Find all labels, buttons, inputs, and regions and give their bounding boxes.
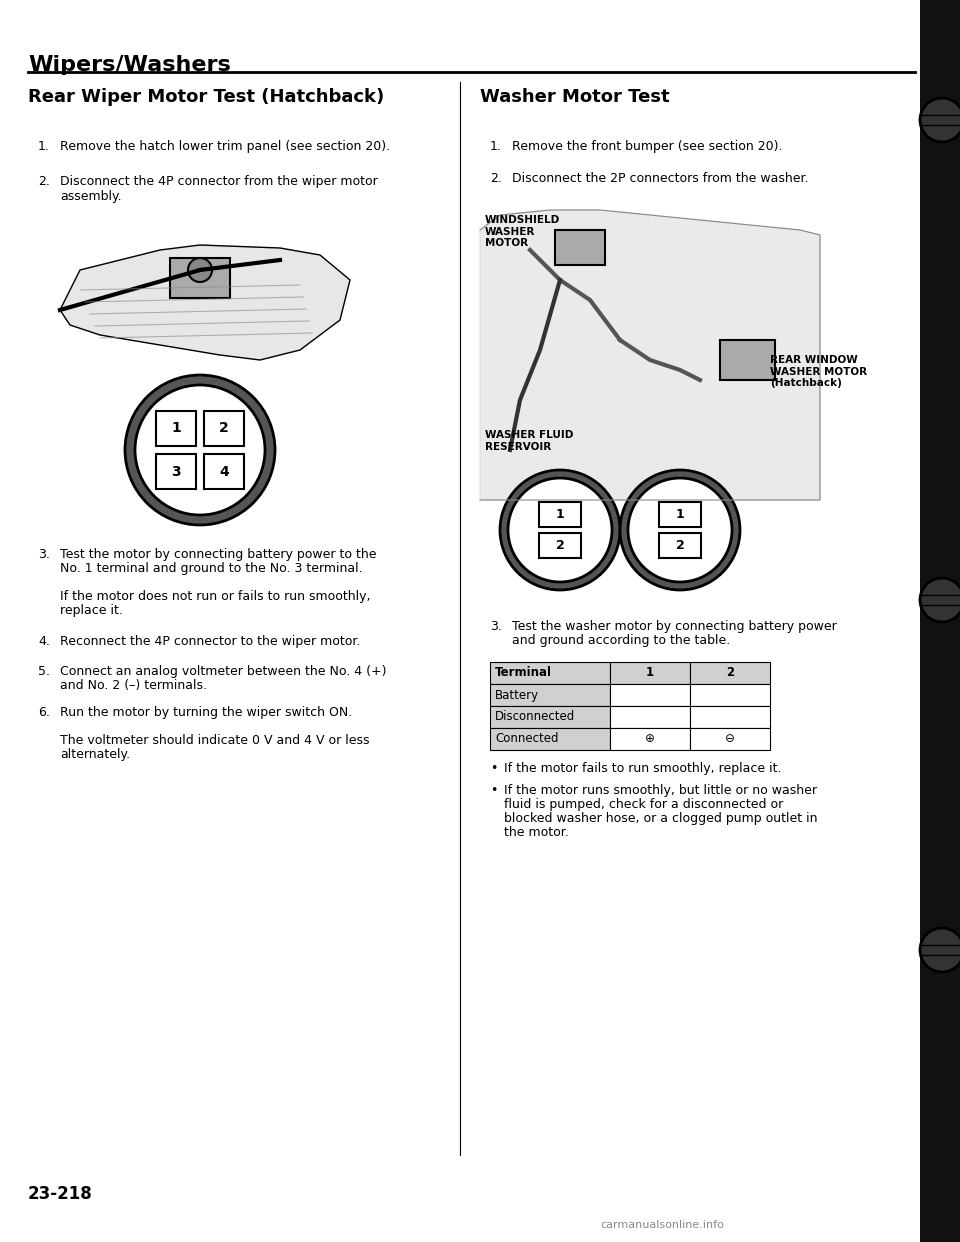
Text: Test the washer motor by connecting battery power: Test the washer motor by connecting batt… <box>512 620 837 633</box>
Text: 2: 2 <box>676 539 684 551</box>
Bar <box>539 502 581 527</box>
Bar <box>156 455 196 489</box>
Circle shape <box>188 258 212 282</box>
Text: 1.: 1. <box>38 140 50 153</box>
Bar <box>204 455 244 489</box>
Circle shape <box>500 469 620 590</box>
Text: No. 1 terminal and ground to the No. 3 terminal.: No. 1 terminal and ground to the No. 3 t… <box>60 561 363 575</box>
Text: Remove the front bumper (see section 20).: Remove the front bumper (see section 20)… <box>512 140 782 153</box>
Text: Test the motor by connecting battery power to the: Test the motor by connecting battery pow… <box>60 548 376 561</box>
Text: 3.: 3. <box>38 548 50 561</box>
Text: 2: 2 <box>219 421 228 436</box>
Text: fluid is pumped, check for a disconnected or: fluid is pumped, check for a disconnecte… <box>504 799 783 811</box>
Bar <box>610 662 690 684</box>
Text: 1: 1 <box>646 667 654 679</box>
Circle shape <box>135 385 265 515</box>
Text: ⊕: ⊕ <box>645 733 655 745</box>
Text: WASHER FLUID
RESERVOIR: WASHER FLUID RESERVOIR <box>485 430 573 452</box>
Polygon shape <box>480 210 820 501</box>
Text: blocked washer hose, or a clogged pump outlet in: blocked washer hose, or a clogged pump o… <box>504 812 818 825</box>
Text: If the motor runs smoothly, but little or no washer: If the motor runs smoothly, but little o… <box>504 784 817 797</box>
Text: 2: 2 <box>556 539 564 551</box>
Text: 4: 4 <box>219 465 228 478</box>
Bar <box>690 705 770 728</box>
Text: Disconnected: Disconnected <box>495 710 575 724</box>
Bar <box>555 230 605 265</box>
Bar <box>720 340 775 380</box>
Circle shape <box>920 98 960 142</box>
Text: 1: 1 <box>171 421 180 436</box>
Text: and ground according to the table.: and ground according to the table. <box>512 633 731 647</box>
Text: carmanualsonline.info: carmanualsonline.info <box>600 1220 724 1230</box>
Circle shape <box>508 478 612 582</box>
Bar <box>490 728 610 750</box>
Text: 6.: 6. <box>38 705 50 719</box>
Text: Rear Wiper Motor Test (Hatchback): Rear Wiper Motor Test (Hatchback) <box>28 88 384 106</box>
Bar <box>610 705 690 728</box>
Bar <box>920 0 960 1242</box>
Text: The voltmeter should indicate 0 V and 4 V or less: The voltmeter should indicate 0 V and 4 … <box>60 734 370 746</box>
Text: 1: 1 <box>676 508 684 520</box>
Text: Run the motor by turning the wiper switch ON.: Run the motor by turning the wiper switc… <box>60 705 352 719</box>
Text: Connect an analog voltmeter between the No. 4 (+): Connect an analog voltmeter between the … <box>60 664 387 678</box>
Bar <box>610 684 690 705</box>
Bar <box>170 258 230 298</box>
Text: the motor.: the motor. <box>504 826 568 840</box>
Circle shape <box>125 375 275 525</box>
Text: ⊖: ⊖ <box>725 733 735 745</box>
Text: 2: 2 <box>726 667 734 679</box>
Circle shape <box>620 469 740 590</box>
Bar <box>610 728 690 750</box>
Circle shape <box>920 928 960 972</box>
Bar <box>539 533 581 558</box>
Text: Disconnect the 4P connector from the wiper motor
assembly.: Disconnect the 4P connector from the wip… <box>60 175 377 202</box>
Bar <box>690 684 770 705</box>
Bar <box>490 662 610 684</box>
Bar <box>690 728 770 750</box>
Text: •: • <box>490 763 497 775</box>
Bar <box>490 705 610 728</box>
Text: and No. 2 (–) terminals.: and No. 2 (–) terminals. <box>60 679 207 692</box>
Text: 1.: 1. <box>490 140 502 153</box>
Text: Connected: Connected <box>495 733 559 745</box>
Polygon shape <box>60 245 350 360</box>
Bar <box>204 411 244 446</box>
Text: Terminal: Terminal <box>495 667 552 679</box>
Text: alternately.: alternately. <box>60 748 131 761</box>
Text: 2.: 2. <box>490 171 502 185</box>
Circle shape <box>920 578 960 622</box>
Bar <box>690 662 770 684</box>
Circle shape <box>628 478 732 582</box>
Text: 4.: 4. <box>38 635 50 648</box>
Text: 23-218: 23-218 <box>28 1185 93 1203</box>
Bar <box>156 411 196 446</box>
Text: 1: 1 <box>556 508 564 520</box>
Bar <box>490 684 610 705</box>
Text: Wipers/Washers: Wipers/Washers <box>28 55 230 75</box>
Text: If the motor does not run or fails to run smoothly,: If the motor does not run or fails to ru… <box>60 590 371 604</box>
Text: Washer Motor Test: Washer Motor Test <box>480 88 670 106</box>
Text: 3: 3 <box>171 465 180 478</box>
Text: Battery: Battery <box>495 688 540 702</box>
Text: 2.: 2. <box>38 175 50 188</box>
Text: •: • <box>490 784 497 797</box>
Bar <box>659 502 701 527</box>
Text: WINDSHIELD
WASHER
MOTOR: WINDSHIELD WASHER MOTOR <box>485 215 561 248</box>
Text: Reconnect the 4P connector to the wiper motor.: Reconnect the 4P connector to the wiper … <box>60 635 360 648</box>
Text: REAR WINDOW
WASHER MOTOR
(Hatchback): REAR WINDOW WASHER MOTOR (Hatchback) <box>770 355 867 389</box>
Text: If the motor fails to run smoothly, replace it.: If the motor fails to run smoothly, repl… <box>504 763 781 775</box>
Text: 3.: 3. <box>490 620 502 633</box>
Bar <box>659 533 701 558</box>
Text: Remove the hatch lower trim panel (see section 20).: Remove the hatch lower trim panel (see s… <box>60 140 390 153</box>
Text: replace it.: replace it. <box>60 604 123 617</box>
Text: 5.: 5. <box>38 664 50 678</box>
Text: Disconnect the 2P connectors from the washer.: Disconnect the 2P connectors from the wa… <box>512 171 808 185</box>
